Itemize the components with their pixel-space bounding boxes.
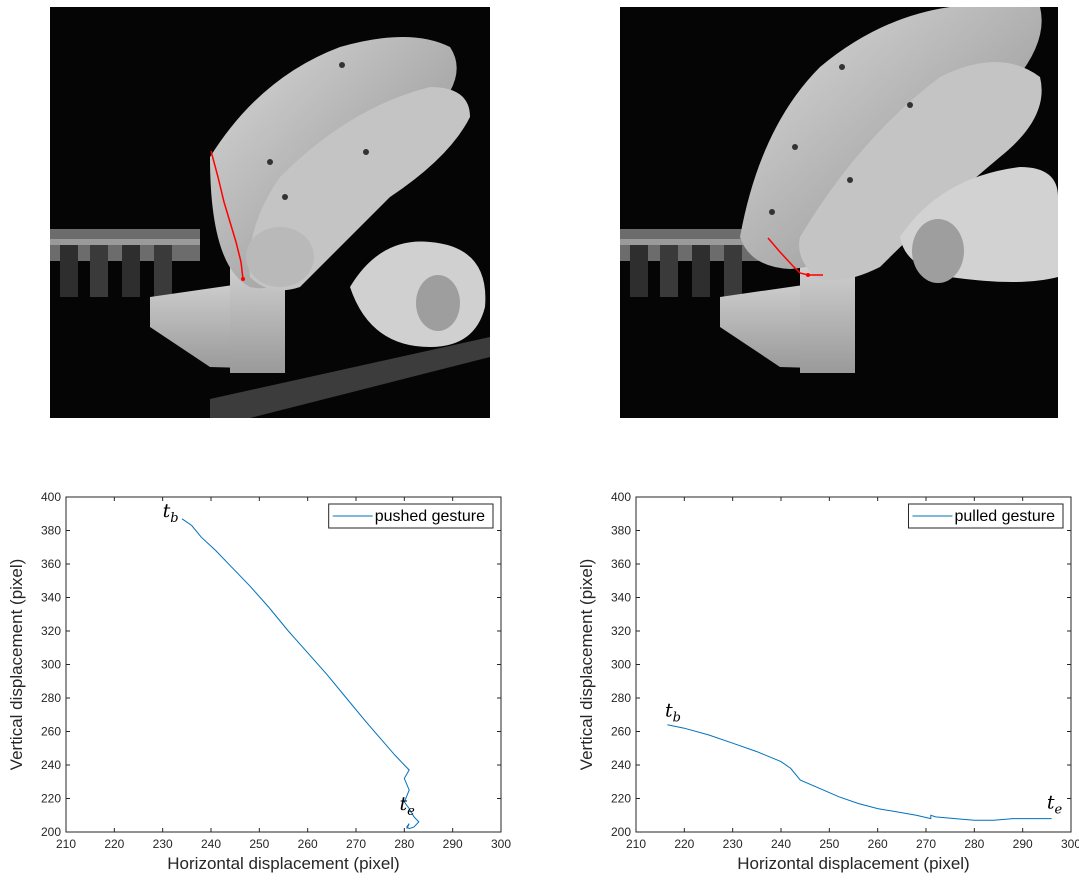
- x-tick-label: 280: [394, 837, 414, 851]
- x-tick-label: 230: [723, 837, 743, 851]
- y-tick-label: 400: [611, 490, 631, 504]
- y-tick-label: 280: [41, 691, 61, 705]
- series-line: [181, 518, 420, 830]
- y-tick-label: 400: [41, 490, 61, 504]
- y-tick-label: 340: [611, 591, 631, 605]
- y-tick-label: 220: [41, 792, 61, 806]
- y-tick-label: 240: [611, 758, 631, 772]
- y-tick-label: 320: [611, 624, 631, 638]
- y-axis-label: Vertical displacement (pixel): [577, 559, 596, 771]
- legend: pulled gesture: [907, 503, 1064, 529]
- y-tick-label: 220: [611, 792, 631, 806]
- x-tick-label: 210: [56, 837, 76, 851]
- x-tick-label: 220: [674, 837, 694, 851]
- y-tick-label: 260: [611, 725, 631, 739]
- x-tick-label: 290: [443, 837, 463, 851]
- y-axis-label: Vertical displacement (pixel): [7, 559, 26, 771]
- y-tick-label: 260: [41, 725, 61, 739]
- pushed-gesture-photo: [50, 7, 490, 418]
- x-tick-label: 250: [249, 837, 269, 851]
- ticks: 210 220 230 240 250 260 270 280 290 300 200 220 240 2…: [41, 490, 511, 851]
- series-line: [667, 724, 1052, 821]
- legend-label: pulled gesture: [954, 508, 1055, 525]
- pulled-gesture-chart: 210 220 230 240 250 260 270 280 290 300 200 220 240 2…: [577, 490, 1079, 873]
- x-tick-label: 250: [819, 837, 839, 851]
- y-tick-label: 380: [611, 524, 631, 538]
- y-tick-label: 340: [41, 591, 61, 605]
- x-tick-label: 210: [626, 837, 646, 851]
- y-tick-label: 320: [41, 624, 61, 638]
- x-tick-label: 270: [916, 837, 936, 851]
- x-tick-label: 300: [1061, 837, 1079, 851]
- axes: [635, 496, 1072, 833]
- y-tick-label: 240: [41, 758, 61, 772]
- x-tick-label: 260: [868, 837, 888, 851]
- pulled-gesture-photo: [620, 7, 1058, 418]
- x-axis-label: Horizontal displacement (pixel): [737, 854, 969, 873]
- x-tick-label: 270: [346, 837, 366, 851]
- y-tick-label: 300: [41, 658, 61, 672]
- y-tick-label: 360: [611, 557, 631, 571]
- x-tick-label: 290: [1013, 837, 1033, 851]
- x-tick-label: 220: [104, 837, 124, 851]
- y-tick-label: 200: [41, 825, 61, 839]
- plot-frame: [65, 496, 502, 833]
- plot-frame: [635, 496, 1072, 833]
- axes: [65, 496, 502, 833]
- x-axis-label: Horizontal displacement (pixel): [167, 854, 399, 873]
- x-tick-label: 240: [771, 837, 791, 851]
- x-tick-label: 260: [298, 837, 318, 851]
- y-tick-label: 300: [611, 658, 631, 672]
- y-tick-label: 200: [611, 825, 631, 839]
- y-tick-label: 280: [611, 691, 631, 705]
- x-tick-label: 280: [964, 837, 984, 851]
- ticks: 210 220 230 240 250 260 270 280 290 300 200 220 240 2…: [611, 490, 1079, 851]
- x-tick-label: 240: [201, 837, 221, 851]
- series-lines: [181, 518, 420, 830]
- x-tick-label: 230: [153, 837, 173, 851]
- y-tick-label: 360: [41, 557, 61, 571]
- y-tick-label: 380: [41, 524, 61, 538]
- x-tick-label: 300: [491, 837, 511, 851]
- legend: pushed gesture: [328, 503, 494, 529]
- legend-label: pushed gesture: [375, 508, 485, 525]
- series-lines: [667, 724, 1052, 821]
- pushed-gesture-chart: 210 220 230 240 250 260 270 280 290 300 200 220 240 2…: [7, 490, 511, 873]
